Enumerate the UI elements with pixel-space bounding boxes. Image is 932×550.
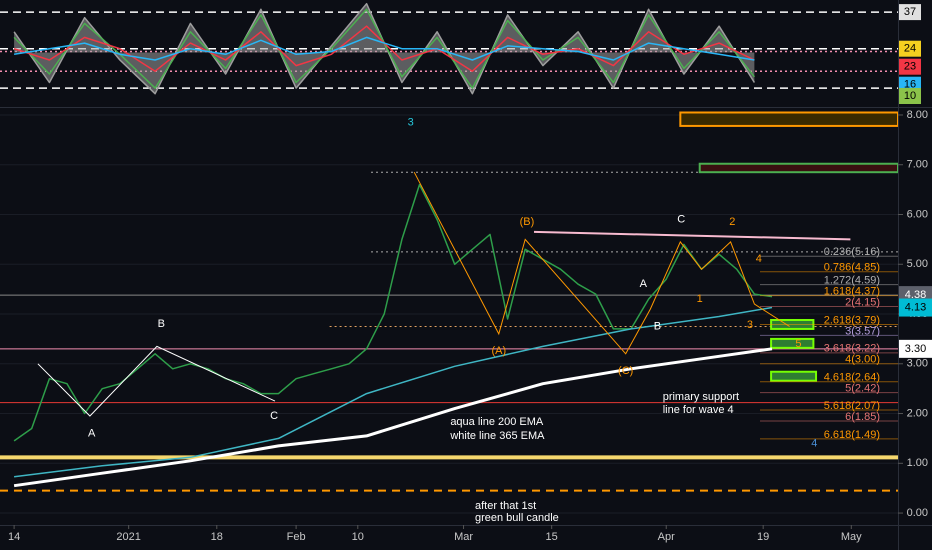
annotation: 5: [795, 338, 801, 350]
trend-line: [533, 230, 851, 241]
annotation: line for wave 4: [663, 404, 734, 416]
fib-label: 4.618(2.64): [824, 372, 880, 384]
annotation: A: [640, 278, 648, 290]
x-tick-label: Mar: [454, 531, 473, 543]
series-line: [14, 306, 773, 478]
series-area: [14, 3, 755, 94]
fib-label: 3(3.57): [845, 325, 880, 337]
fib-label: 4(3.00): [845, 354, 880, 366]
pane: 0.236(5.16) 0.786(4.85)1.272(4.59)1.618(4…: [0, 111, 898, 524]
fib-label: 2(4.15): [845, 296, 880, 308]
annotation: (B): [520, 216, 535, 228]
price-badge-label: 3.30: [905, 343, 926, 355]
trend-line: [413, 171, 790, 355]
fib-label: 1.618(4.37): [824, 286, 880, 298]
zone-box: [698, 162, 898, 174]
annotation: 3: [408, 116, 414, 128]
series-line: [13, 183, 773, 442]
annotation: primary support: [663, 391, 739, 403]
fib-label: 5.618(2.07): [824, 400, 880, 412]
series-line: [13, 347, 773, 488]
level-badge: [899, 58, 921, 75]
fib-label: 3.618(3.22): [824, 343, 880, 355]
fib-label: 0.786(4.85): [824, 262, 880, 274]
fib-label: 5(2.42): [845, 383, 880, 395]
annotation: 3: [747, 319, 753, 331]
fib-label: 1.272(4.59): [824, 275, 880, 287]
y-tick-label: 8.00: [907, 109, 928, 121]
x-tick-label: 18: [211, 531, 223, 543]
fib-label: 0.236(5.16): [824, 246, 880, 258]
annotation: C: [270, 410, 278, 422]
level-badge-label: 16: [904, 79, 916, 91]
y-tick-label: 5.00: [907, 258, 928, 270]
annotation: B: [158, 318, 165, 330]
x-tick-label: 19: [757, 531, 769, 543]
x-tick-label: Apr: [658, 531, 675, 543]
y-tick-label: 6.00: [907, 208, 928, 220]
annotation: white line 365 EMA: [449, 430, 545, 442]
x-tick-label: 15: [546, 531, 558, 543]
annotation: 1: [697, 293, 703, 305]
annotation: C: [677, 213, 685, 225]
annotation: (C): [618, 365, 633, 377]
fib-label: 2.618(3.79): [824, 314, 880, 326]
annotation: 4: [756, 253, 762, 265]
price-badge-label: 4.38: [905, 289, 926, 301]
level-badge-label: 23: [904, 61, 916, 73]
level-badge-label: 10: [904, 90, 916, 102]
level-badge-label: 24: [904, 43, 916, 55]
fib-label: 6(1.85): [845, 411, 880, 423]
annotation: green bull candle: [475, 512, 559, 524]
zone-box: [770, 370, 818, 382]
annotation: (A): [491, 345, 506, 357]
y-tick-label: 1.00: [907, 457, 928, 469]
price-badge-label: 4.13: [905, 301, 926, 313]
y-tick-label: 3.00: [907, 358, 928, 370]
annotation: aqua line 200 EMA: [450, 416, 544, 428]
pane: [0, 2, 898, 95]
y-tick-label: 2.00: [907, 407, 928, 419]
level-badge-label: 37: [904, 6, 916, 18]
annotation: 4: [811, 437, 817, 449]
price-badge: [899, 339, 932, 358]
annotation: B: [654, 320, 661, 332]
zone-box: [679, 111, 898, 127]
level-badge: [899, 88, 921, 104]
price-badge: [899, 298, 932, 317]
level-badge: [899, 40, 921, 57]
x-tick-label: May: [841, 531, 862, 543]
annotation: after that 1st: [475, 500, 536, 512]
trend-line: [37, 345, 276, 417]
x-tick-label: Feb: [287, 531, 306, 543]
fib-label: 6.618(1.49): [824, 429, 880, 441]
x-tick-label: 2021: [116, 531, 140, 543]
y-tick-label: 7.00: [907, 159, 928, 171]
level-badge: [899, 4, 921, 21]
zone-box: [770, 337, 815, 349]
series-line: [13, 36, 755, 61]
annotation: A: [88, 427, 96, 439]
annotation: 2: [729, 216, 735, 228]
y-tick-label: 0.00: [907, 507, 928, 519]
x-tick-label: 10: [352, 531, 364, 543]
x-tick-label: 14: [8, 531, 20, 543]
